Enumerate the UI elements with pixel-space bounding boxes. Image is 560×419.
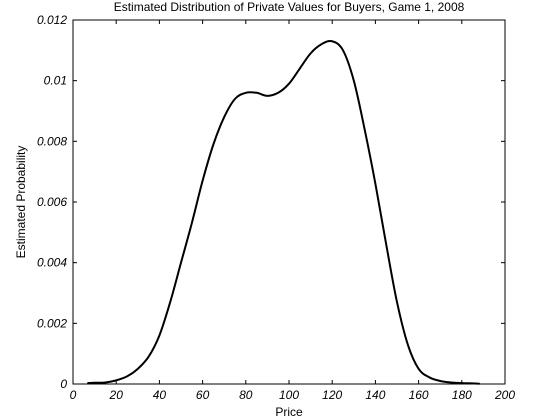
y-tick-label: 0 <box>60 377 67 391</box>
x-tick-label: 60 <box>196 388 210 402</box>
x-tick-label: 120 <box>322 388 342 402</box>
y-axis-label: Estimated Probability <box>14 146 28 259</box>
x-tick-label: 100 <box>279 388 299 402</box>
y-tick-label: 0.006 <box>37 195 67 209</box>
chart-title: Estimated Distribution of Private Values… <box>114 0 465 14</box>
y-axis-ticks: 0 0.002 0.004 0.006 0.008 0.01 0.012 <box>37 13 505 391</box>
x-tick-label: 40 <box>153 388 167 402</box>
x-axis-ticks: 0 20 40 60 80 100 120 140 160 180 200 <box>70 20 515 402</box>
x-tick-label: 20 <box>109 388 124 402</box>
x-tick-label: 180 <box>452 388 472 402</box>
x-tick-label: 160 <box>409 388 429 402</box>
x-tick-label: 200 <box>494 388 515 402</box>
y-tick-label: 0.012 <box>37 13 67 27</box>
x-axis-label: Price <box>275 405 303 419</box>
x-tick-label: 140 <box>365 388 385 402</box>
x-tick-label: 0 <box>70 388 77 402</box>
y-tick-label: 0.01 <box>44 74 67 88</box>
y-tick-label: 0.004 <box>37 256 67 270</box>
y-tick-label: 0.002 <box>37 316 67 330</box>
y-tick-label: 0.008 <box>37 134 67 148</box>
x-tick-label: 80 <box>239 388 253 402</box>
plot-frame <box>72 19 506 385</box>
series-line <box>87 39 481 385</box>
